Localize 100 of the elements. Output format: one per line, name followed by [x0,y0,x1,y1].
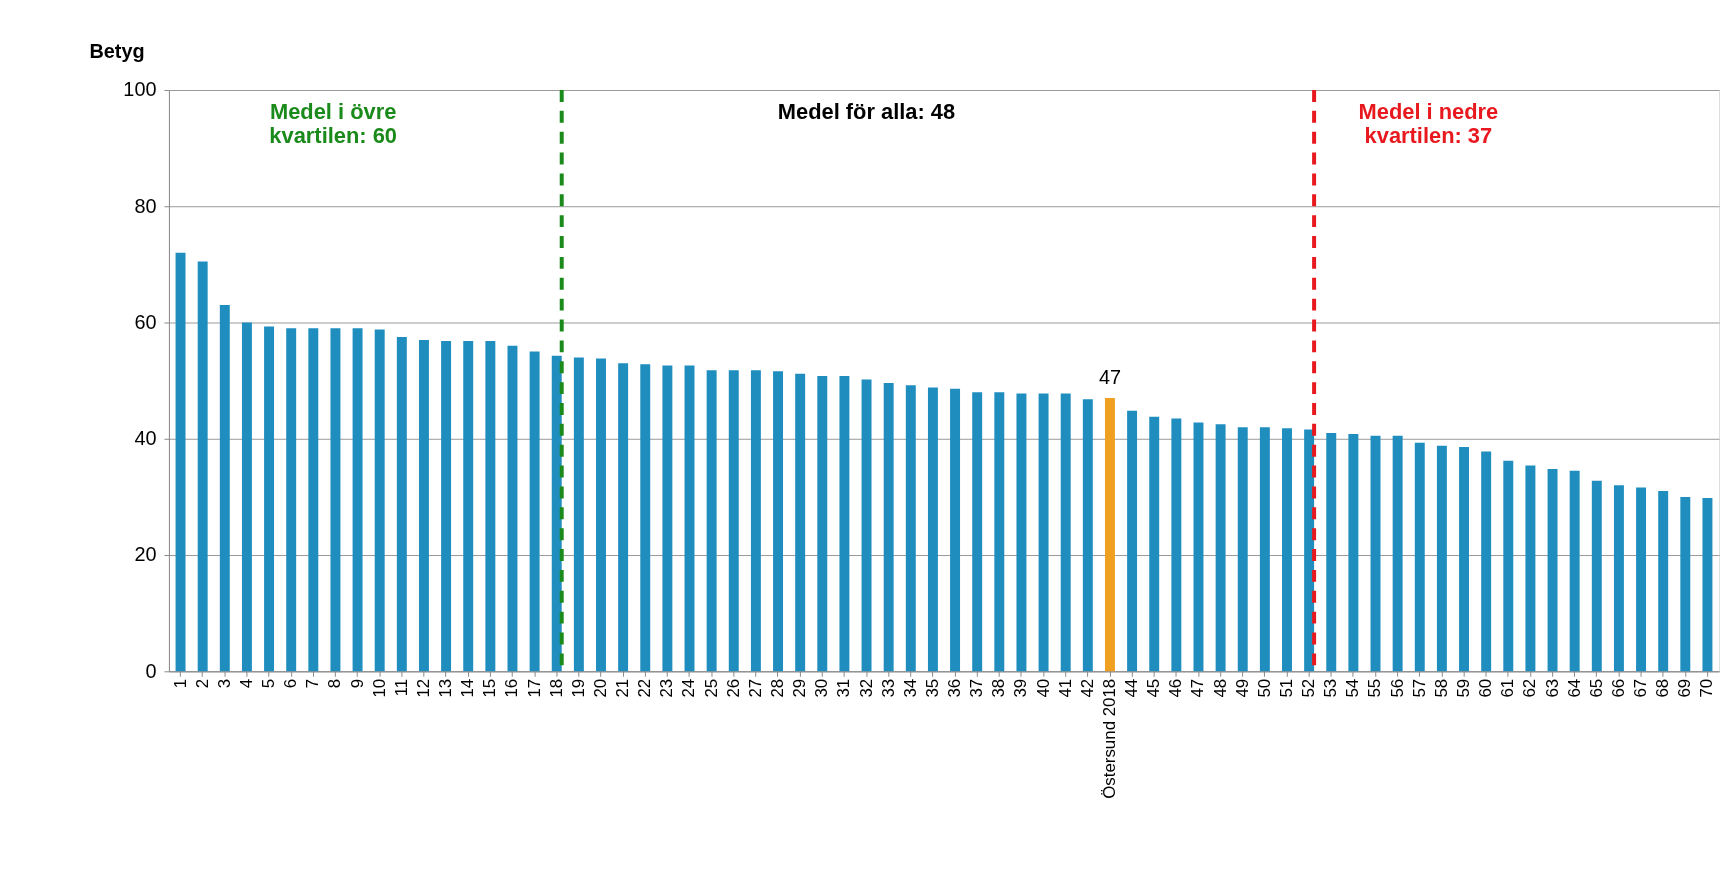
x-tick-label: 57 [1409,678,1429,698]
x-tick-label: 47 [1188,678,1208,698]
bar [219,305,230,672]
bar [175,252,186,672]
bar [241,322,252,672]
y-tick-label: 40 [134,427,157,450]
bar [1525,465,1536,672]
x-tick-label: 69 [1675,678,1695,698]
bar [618,363,629,672]
x-tick-label: 37 [967,678,987,698]
bar [1481,451,1492,672]
bar [1149,416,1160,672]
x-tick-label: 14 [458,678,478,698]
x-tick-label: 31 [834,678,854,698]
x-tick-label: 7 [303,678,323,689]
bar [1569,470,1580,672]
x-tick-label: 36 [945,678,965,698]
x-tick-label: Östersund 2018 [1099,678,1119,799]
bar [529,351,540,672]
bar [485,341,496,672]
bar [330,328,341,672]
bar [1171,418,1182,672]
x-tick-label: 16 [502,678,522,698]
x-tick-label: 52 [1299,678,1319,698]
bar [573,357,584,672]
x-tick-label: 55 [1365,678,1385,698]
x-tick-label: 59 [1453,678,1473,698]
x-tick-label: 42 [1077,678,1097,698]
x-tick-label: 34 [900,678,920,698]
x-tick-label: 22 [635,678,655,698]
x-tick-label: 11 [391,678,411,697]
x-tick-label: 33 [878,678,898,698]
x-tick-label: 9 [347,678,367,689]
x-tick-label: 56 [1387,678,1407,698]
x-tick-label: 2 [192,678,212,689]
bar [1038,393,1049,672]
x-tick-label: 1 [170,678,190,689]
x-tick-label: 13 [436,678,456,698]
bar [1459,446,1470,672]
bar [197,261,208,672]
x-tick-label: 20 [590,678,610,698]
x-tick-label: 40 [1033,678,1053,698]
bar [1282,428,1292,672]
bar [861,379,872,672]
bar [264,326,275,672]
bar [1082,399,1093,672]
x-tick-label: 58 [1431,678,1451,698]
data-label: 47 [1098,366,1122,389]
x-tick-label: 8 [325,678,345,689]
bar [463,341,474,672]
bar [750,370,761,672]
x-tick-label: 41 [1055,678,1075,698]
x-tick-label: 61 [1498,678,1518,698]
bar [1547,469,1558,672]
bar [1193,422,1204,672]
bar [1658,491,1669,672]
x-tick-label: 26 [723,678,743,698]
x-tick-label: 49 [1232,678,1252,698]
x-tick-label: 19 [568,678,588,698]
bar [706,370,717,672]
bar [883,382,894,672]
x-tick-label: 39 [1011,678,1031,698]
bar [905,385,916,672]
x-tick-label: 5 [259,678,279,689]
bar [596,358,606,672]
bar [1060,393,1071,672]
bar [374,329,385,672]
x-tick-label: 50 [1254,678,1274,698]
x-tick-label: 54 [1343,678,1363,698]
bar [1237,427,1248,672]
x-tick-label: 62 [1520,678,1540,698]
bar [1326,432,1337,672]
bar [1104,398,1115,672]
x-tick-label: 28 [767,678,787,698]
x-tick-label: 29 [790,678,810,698]
bar [1215,424,1226,672]
bar [308,328,319,672]
x-tick-label: 48 [1210,678,1230,698]
bar [728,370,739,672]
x-tick-label: 32 [856,678,876,698]
x-tick-label: 44 [1122,678,1142,698]
bar [972,392,983,672]
bar [839,375,850,672]
bar [418,339,429,672]
x-tick-label: 10 [369,678,389,698]
bar [1702,498,1713,672]
bar [396,337,407,672]
bar [684,365,695,672]
bar [1016,393,1027,672]
x-tick-label: 4 [236,678,256,689]
bar [1348,434,1359,672]
x-tick-label: 24 [679,678,699,698]
y-tick-label: 100 [123,78,157,101]
bar [1436,445,1447,672]
bar [1591,480,1602,672]
bar [1127,410,1138,672]
bar [662,365,673,672]
bar [1680,496,1691,672]
ref-line-label: Medel i övre kvartilen: 60 [269,98,397,148]
bar [441,341,452,672]
